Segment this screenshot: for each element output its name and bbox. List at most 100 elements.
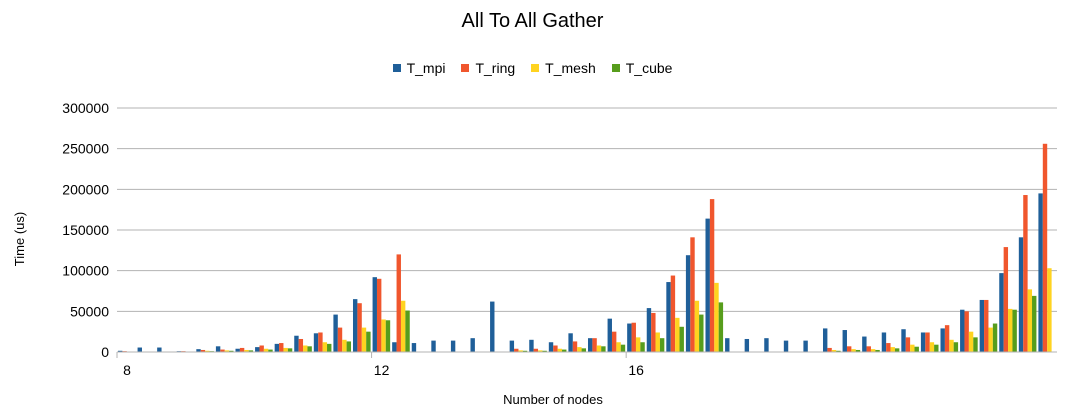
bar-t-mpi-40 — [901, 329, 906, 352]
bar-t-mesh-10 — [322, 342, 328, 352]
legend-swatch-t-mpi — [392, 64, 401, 72]
bar-t-mpi-36 — [822, 328, 828, 352]
bar-t-cube-36 — [836, 350, 841, 352]
bar-t-mesh-44 — [988, 327, 993, 352]
bar-t-mpi-32 — [744, 338, 750, 352]
bars — [117, 143, 1052, 352]
bar-t-mpi-15 — [411, 343, 417, 352]
bar-t-mpi-19 — [490, 301, 495, 352]
bar-t-mesh-13 — [381, 319, 386, 352]
bar-t-cube-11 — [346, 341, 352, 352]
y-tick-label: 200000 — [62, 181, 109, 197]
bar-t-mesh-36 — [831, 349, 837, 352]
y-tick-label: 0 — [101, 344, 109, 360]
bar-t-mesh-26 — [635, 337, 641, 352]
bar-t-mpi-23 — [568, 333, 573, 352]
bar-t-ring-40 — [905, 337, 911, 352]
bar-t-mpi-1 — [137, 347, 142, 352]
legend-item-t-mesh: T_mesh — [531, 60, 596, 76]
legend-swatch-t-cube — [611, 64, 620, 72]
x-tick-label: 8 — [123, 362, 131, 378]
bar-t-ring-46 — [1023, 195, 1028, 352]
bar-t-cube-39 — [894, 348, 900, 352]
legend-label-t-ring: T_ring — [475, 60, 516, 76]
bar-t-ring-21 — [533, 348, 539, 352]
bar-t-cube-44 — [992, 323, 998, 352]
bar-t-mpi-42 — [940, 328, 945, 352]
bar-t-mesh-42 — [949, 339, 954, 352]
y-tick-label: 100000 — [62, 263, 109, 279]
bar-t-mesh-8 — [283, 347, 288, 352]
bar-t-ring-26 — [631, 322, 636, 352]
bar-t-mpi-9 — [294, 335, 299, 352]
bar-t-ring-13 — [376, 278, 382, 352]
bar-t-mesh-46 — [1027, 289, 1033, 352]
bar-t-mesh-24 — [596, 345, 602, 352]
bar-t-mpi-39 — [881, 332, 887, 352]
bar-t-mesh-7 — [263, 348, 269, 352]
bar-t-cube-21 — [542, 350, 547, 352]
bar-t-ring-23 — [572, 341, 578, 352]
bar-t-mesh-40 — [910, 344, 915, 352]
bar-t-mesh-27 — [655, 332, 660, 352]
bar-t-ring-24 — [592, 338, 597, 352]
legend-label-t-mpi: T_mpi — [406, 60, 446, 76]
bar-t-cube-24 — [601, 346, 606, 352]
bar-t-mesh-20 — [518, 350, 523, 352]
bar-t-mesh-41 — [929, 342, 935, 352]
bar-t-mesh-47 — [1047, 268, 1052, 352]
bar-t-cube-40 — [914, 346, 919, 352]
legend-swatch-t-ring — [461, 64, 470, 72]
bar-t-mesh-9 — [303, 345, 308, 352]
bar-t-ring-44 — [984, 299, 989, 352]
bar-t-ring-47 — [1042, 143, 1048, 352]
bar-t-mpi-7 — [255, 347, 260, 352]
bar-t-mesh-11 — [342, 339, 347, 352]
bar-t-cube-42 — [953, 342, 959, 352]
bar-t-ring-20 — [514, 348, 519, 352]
bar-t-mpi-16 — [431, 340, 436, 352]
bar-t-mesh-21 — [538, 350, 543, 352]
bar-t-mesh-14 — [400, 300, 406, 352]
bar-t-ring-36 — [827, 347, 832, 352]
bar-t-mesh-12 — [361, 327, 367, 352]
bar-t-cube-14 — [405, 310, 410, 352]
legend-label-t-mesh: T_mesh — [545, 60, 596, 76]
bar-t-cube-38 — [875, 349, 880, 352]
bar-t-ring-42 — [944, 325, 950, 352]
legend-item-t-cube: T_cube — [611, 60, 672, 76]
bar-t-mpi-11 — [333, 314, 338, 352]
bar-t-cube-25 — [620, 344, 626, 352]
chart-title: All To All Gather — [461, 10, 604, 32]
bar-t-mpi-29 — [685, 255, 691, 352]
bar-t-ring-43 — [964, 311, 969, 352]
bar-t-ring-7 — [259, 345, 264, 352]
bar-t-cube-29 — [699, 314, 704, 352]
bar-t-mesh-38 — [870, 349, 876, 352]
y-tick-label: 250000 — [62, 141, 109, 157]
bar-t-ring-37 — [846, 346, 852, 352]
bar-t-cube-9 — [307, 346, 312, 352]
bar-t-ring-14 — [396, 254, 401, 352]
bar-t-mpi-24 — [587, 338, 593, 352]
bar-t-cube-27 — [659, 338, 665, 352]
bar-t-cube-6 — [248, 350, 254, 352]
bar-t-ring-41 — [925, 332, 930, 352]
bar-t-cube-13 — [385, 320, 391, 352]
bar-t-mpi-4 — [196, 349, 201, 352]
bar-t-mpi-26 — [627, 323, 632, 352]
legend-item-t-mpi: T_mpi — [392, 60, 446, 76]
bar-t-mpi-0 — [117, 350, 123, 352]
bar-t-ring-12 — [357, 303, 362, 352]
x-tick-label: 12 — [374, 362, 390, 378]
bar-t-cube-26 — [640, 342, 645, 352]
bar-t-mpi-22 — [548, 342, 554, 352]
bar-t-ring-29 — [690, 237, 695, 352]
bar-t-mpi-35 — [803, 340, 808, 352]
bar-t-mpi-45 — [999, 273, 1004, 352]
bar-t-mesh-39 — [890, 347, 895, 352]
bar-t-mesh-43 — [968, 331, 974, 352]
bar-t-mpi-30 — [705, 218, 710, 352]
bar-t-ring-8 — [279, 343, 284, 352]
bar-t-cube-23 — [581, 348, 587, 352]
